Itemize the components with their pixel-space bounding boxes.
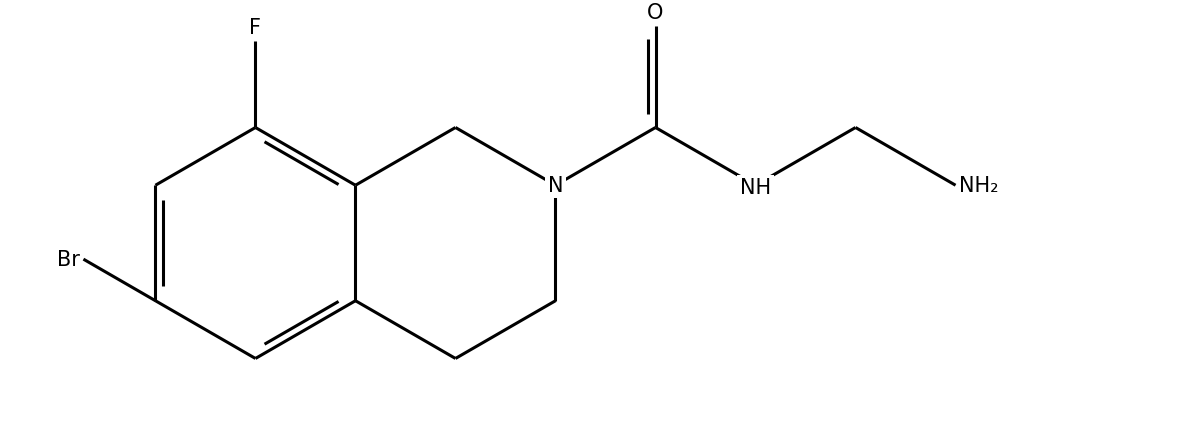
Text: NH: NH	[740, 178, 771, 198]
Text: F: F	[250, 18, 262, 38]
Text: Br: Br	[56, 250, 79, 270]
Text: NH₂: NH₂	[959, 176, 999, 196]
Text: N: N	[548, 176, 563, 196]
Text: O: O	[647, 3, 664, 23]
